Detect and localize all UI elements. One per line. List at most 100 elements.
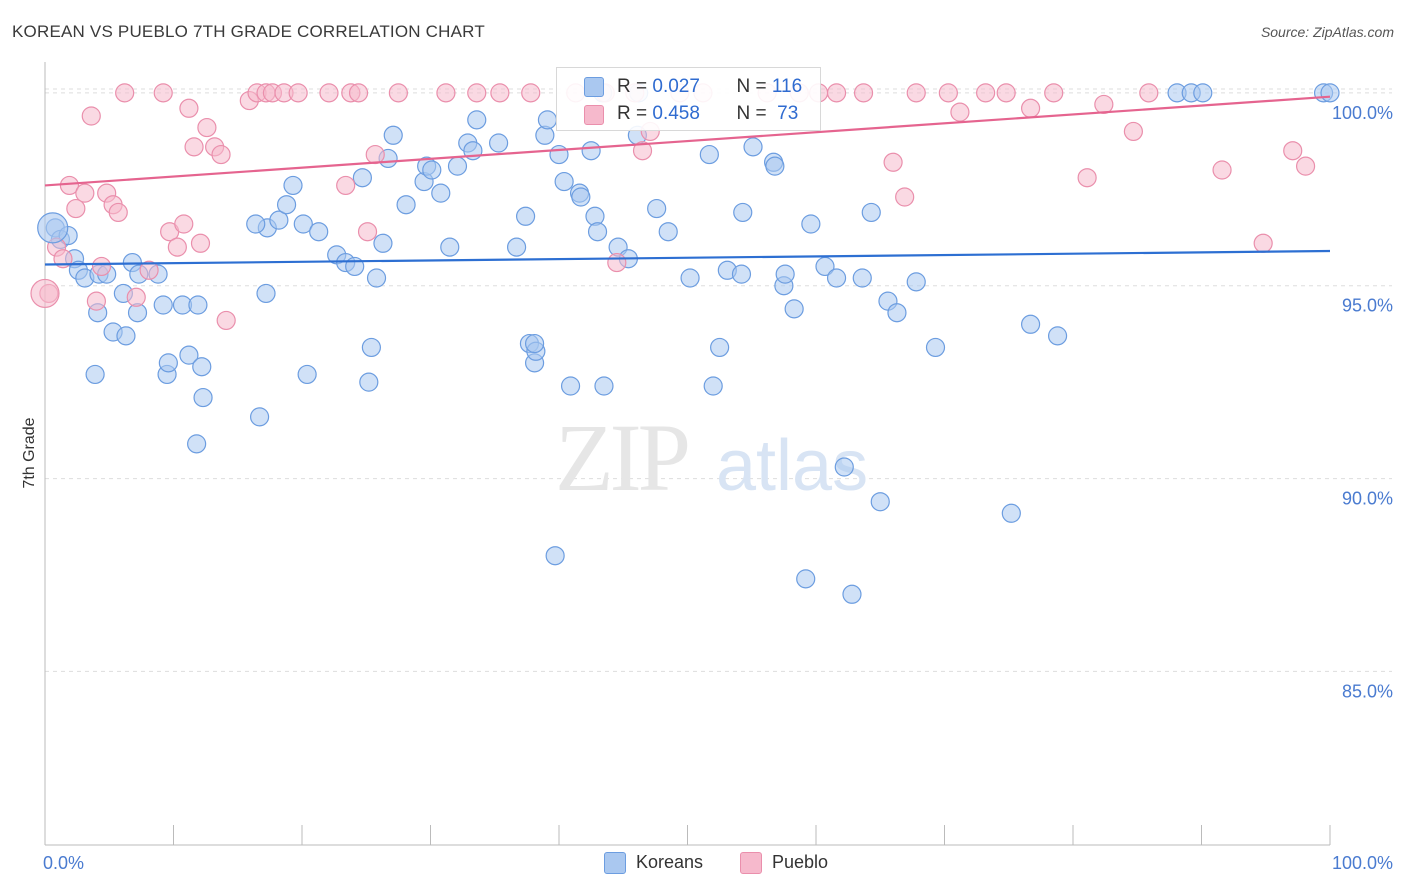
data-points (30, 83, 1340, 604)
korean-point (765, 156, 785, 176)
korean-point (1047, 326, 1068, 346)
pueblo-point (467, 83, 487, 103)
pueblo-point (853, 83, 874, 103)
korean-point (431, 183, 451, 203)
r-value: 0.027 (652, 76, 700, 97)
pueblo-point (75, 183, 95, 203)
pueblo-point (126, 287, 146, 307)
pueblo-point (288, 83, 308, 103)
pueblo-point (436, 83, 456, 103)
pueblo-point (86, 291, 107, 311)
pueblo-point (950, 102, 970, 122)
pueblo-point (108, 202, 128, 223)
korean-point (560, 376, 581, 396)
trend-lines (44, 95, 1331, 266)
pueblo-point (174, 214, 194, 234)
pueblo-point (388, 83, 408, 103)
korean-point (467, 110, 487, 130)
pueblo-point (883, 152, 903, 172)
korean-point (153, 295, 173, 315)
korean-point (361, 337, 381, 358)
korean-point (647, 198, 667, 219)
watermark: ZIP atlas (555, 404, 868, 511)
korean-point (587, 222, 608, 242)
korean-point (906, 272, 926, 292)
pueblo-point (66, 198, 86, 219)
pueblo-point (1139, 83, 1159, 103)
korean-point (352, 168, 372, 188)
pueblo-point (81, 106, 101, 126)
korean-point (699, 144, 719, 165)
korean-point (545, 546, 565, 566)
korean-point (447, 156, 468, 176)
pueblo-point (115, 83, 135, 103)
pueblo-point (826, 83, 847, 103)
r-label: R = (617, 103, 653, 124)
korean-point (826, 268, 847, 288)
korean-point (870, 492, 890, 512)
korean-point (1001, 503, 1021, 523)
pueblo-point (1077, 168, 1097, 188)
pueblo-point (336, 175, 356, 196)
korean-point (489, 133, 509, 153)
pueblo-point (607, 252, 627, 273)
korean-point (554, 171, 574, 192)
korean-point (524, 333, 545, 354)
korean-point (852, 268, 872, 288)
legend-label-pueblo: Pueblo (772, 852, 829, 872)
korean-point (366, 268, 387, 288)
pueblo-point (216, 310, 236, 331)
korean-point (37, 212, 69, 244)
korean-point (925, 337, 946, 358)
legend-row-koreans: R = 0.027 N = 116 (617, 76, 802, 98)
pueblo-point (938, 83, 958, 103)
pueblo-point (190, 233, 211, 253)
korean-point (383, 125, 403, 145)
pueblo-point (30, 278, 60, 309)
pueblo-point (365, 144, 385, 165)
watermark-zip: ZIP (555, 404, 688, 511)
series-legend-koreans: Koreans (604, 852, 703, 875)
x-tick-label: 100.0% (1332, 853, 1393, 873)
korean-point (193, 387, 213, 408)
korean-point (297, 364, 317, 385)
korean-point (815, 256, 835, 277)
legend-row-pueblo: R = 0.458 N = 73 (617, 103, 798, 125)
pueblo-point (1044, 83, 1064, 103)
korean-point (710, 337, 730, 358)
korean-point (537, 110, 558, 130)
korean-point (834, 457, 854, 477)
pueblo-point (319, 83, 339, 103)
legend-swatch-pueblo (584, 105, 604, 125)
korean-point (887, 303, 907, 323)
n-label: N = (736, 76, 772, 97)
pueblo-point (153, 83, 173, 103)
korean-point (842, 584, 862, 604)
korean-point (680, 268, 700, 288)
pueblo-point (139, 260, 159, 280)
korean-point (422, 160, 442, 180)
pueblo-point (1283, 141, 1303, 161)
korean-point (158, 353, 178, 373)
korean-point (743, 137, 763, 157)
pueblo-trend-line (44, 95, 1331, 187)
r-value: 0.458 (652, 103, 700, 124)
korean-point (359, 372, 379, 392)
korean-point (1020, 314, 1041, 334)
x-tick-label: 0.0% (43, 853, 84, 873)
pueblo-point (976, 83, 996, 103)
source-label: Source: ZipAtlas.com (1260, 24, 1394, 40)
series-legend-pueblo: Pueblo (740, 852, 829, 875)
korean-point (658, 222, 678, 242)
korean-point (85, 364, 105, 385)
tick-labels: 85.0% 90.0% 95.0% 100.0% 0.0% 100.0% 7th Grade (21, 103, 1393, 873)
korean-point (188, 295, 208, 315)
y-tick-label: 90.0% (1342, 489, 1393, 509)
korean-point (515, 206, 536, 226)
pueblo-point (632, 141, 653, 161)
korean-point (396, 195, 416, 215)
korean-point (594, 376, 614, 396)
legend-swatch-pueblo (740, 852, 762, 875)
n-value: 73 (771, 103, 799, 124)
